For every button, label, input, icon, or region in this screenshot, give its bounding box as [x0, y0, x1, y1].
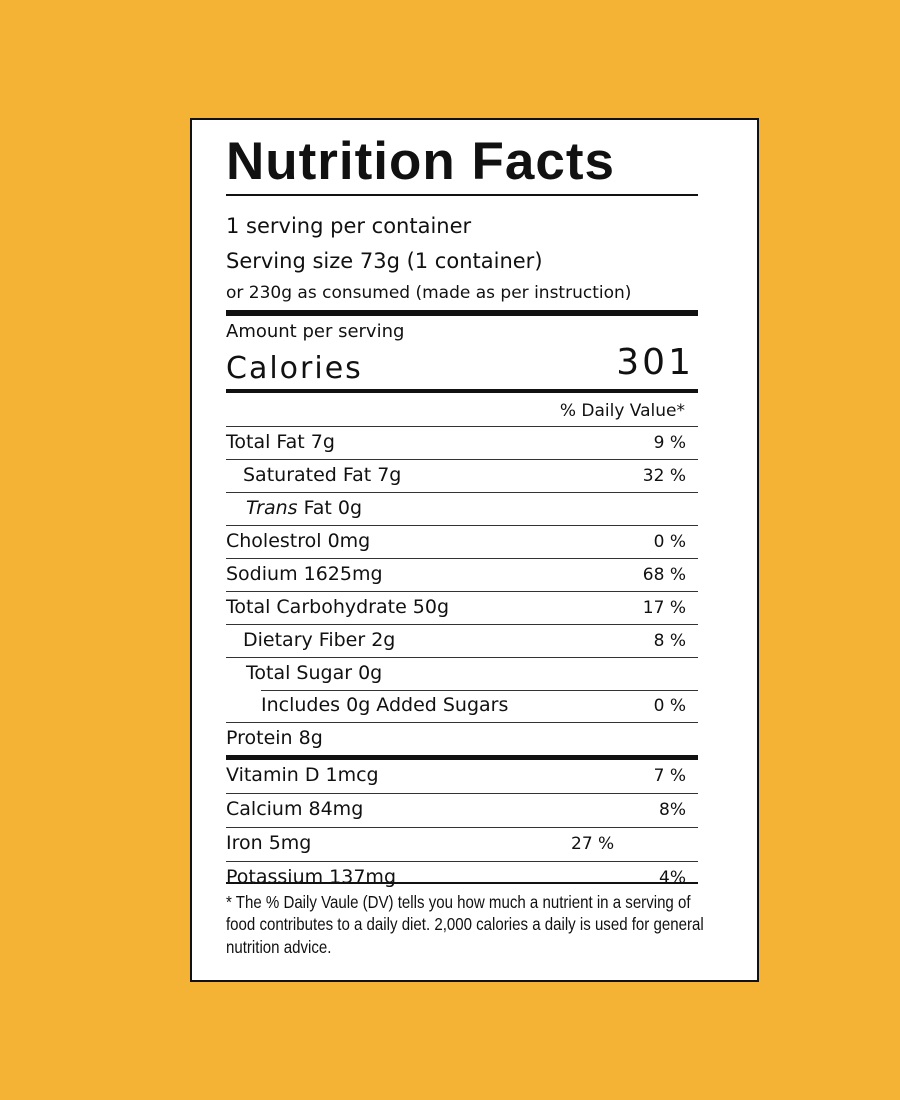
vitamin-row-calcium: Calcium 84mg 8%: [226, 793, 698, 827]
vitamin-row-vitamin-d: Vitamin D 1mcg 7 %: [226, 760, 698, 793]
label-title: Nutrition Facts: [226, 132, 615, 191]
vitamin-pct: 4%: [659, 868, 686, 888]
vitamin-row-potassium: Potassium 137mg 4%: [226, 861, 698, 895]
nutrient-row-total-fat: Total Fat 7g 9 %: [226, 426, 698, 459]
nutrient-pct: 32 %: [642, 466, 686, 486]
nutrient-pct: 68 %: [642, 565, 686, 585]
vitamin-pct: 8%: [659, 800, 686, 820]
nutrient-row-sodium: Sodium 1625mg 68 %: [226, 558, 698, 591]
nutrient-name: Sodium 1625mg: [226, 563, 383, 585]
calories-value: 301: [616, 342, 694, 383]
nutrient-name: Dietary Fiber 2g: [243, 629, 396, 651]
nutrient-name: Saturated Fat 7g: [243, 464, 402, 486]
nutrient-name: Includes 0g Added Sugars: [261, 694, 509, 716]
nutrient-pct: 0 %: [653, 532, 686, 552]
nutrient-name: Cholestrol 0mg: [226, 530, 371, 552]
nutrient-pct: 8 %: [653, 631, 686, 651]
calories-rule: [226, 389, 698, 393]
nutrient-pct: 9 %: [653, 433, 686, 453]
vitamin-name: Calcium 84mg: [226, 798, 364, 820]
vitamin-name: Vitamin D 1mcg: [226, 764, 379, 786]
thick-rule-vitamins: [226, 755, 698, 760]
calories-label: Calories: [226, 351, 363, 386]
vitamin-pct: 27 %: [571, 834, 615, 854]
nutrient-row-total-sugar: Total Sugar 0g: [226, 657, 698, 690]
vitamin-name: Potassium 137mg: [226, 866, 396, 888]
nutrient-row-protein: Protein 8g: [226, 722, 698, 755]
nutrient-name: Total Sugar 0g: [246, 662, 383, 684]
nutrient-list: Total Fat 7g 9 % Saturated Fat 7g 32 % T…: [226, 426, 698, 895]
daily-value-footnote: * The % Daily Vaule (DV) tells you how m…: [226, 892, 704, 957]
nutrient-name: Trans Fat 0g: [246, 499, 362, 518]
nutrient-name: Total Fat 7g: [226, 431, 335, 453]
nutrient-row-saturated-fat: Saturated Fat 7g 32 %: [226, 459, 698, 492]
nutrient-pct: 17 %: [642, 598, 686, 618]
daily-value-header: % Daily Value*: [559, 401, 685, 421]
vitamin-row-iron: Iron 5mg 27 %: [226, 827, 698, 861]
title-rule: [226, 194, 698, 196]
nutrient-name: Protein 8g: [226, 727, 323, 749]
trans-italic: Trans: [246, 497, 298, 519]
nutrient-row-dietary-fiber: Dietary Fiber 2g 8 %: [226, 624, 698, 657]
nutrient-name: Total Carbohydrate 50g: [226, 596, 450, 618]
serving-size: Serving size 73g (1 container): [226, 249, 543, 273]
nutrient-row-added-sugars: Includes 0g Added Sugars 0 %: [226, 690, 698, 722]
nutrition-facts-label: Nutrition Facts 1 serving per container …: [190, 118, 759, 982]
vitamin-name: Iron 5mg: [226, 832, 312, 854]
nutrient-row-total-carbohydrate: Total Carbohydrate 50g 17 %: [226, 591, 698, 624]
nutrient-row-cholesterol: Cholestrol 0mg 0 %: [226, 525, 698, 558]
servings-per-container: 1 serving per container: [226, 214, 472, 238]
trans-rest: Fat 0g: [297, 497, 363, 519]
nutrient-row-trans-fat: Trans Fat 0g: [226, 492, 698, 525]
vitamin-pct: 7 %: [653, 766, 686, 786]
amount-per-serving: Amount per serving: [226, 321, 405, 342]
footnote-rule: [226, 882, 698, 884]
as-consumed-note: or 230g as consumed (made as per instruc…: [226, 283, 632, 303]
nutrient-pct: 0 %: [653, 696, 686, 716]
vitamin-list: Vitamin D 1mcg 7 % Calcium 84mg 8% Iron …: [226, 760, 698, 895]
thick-rule-top: [226, 310, 698, 316]
